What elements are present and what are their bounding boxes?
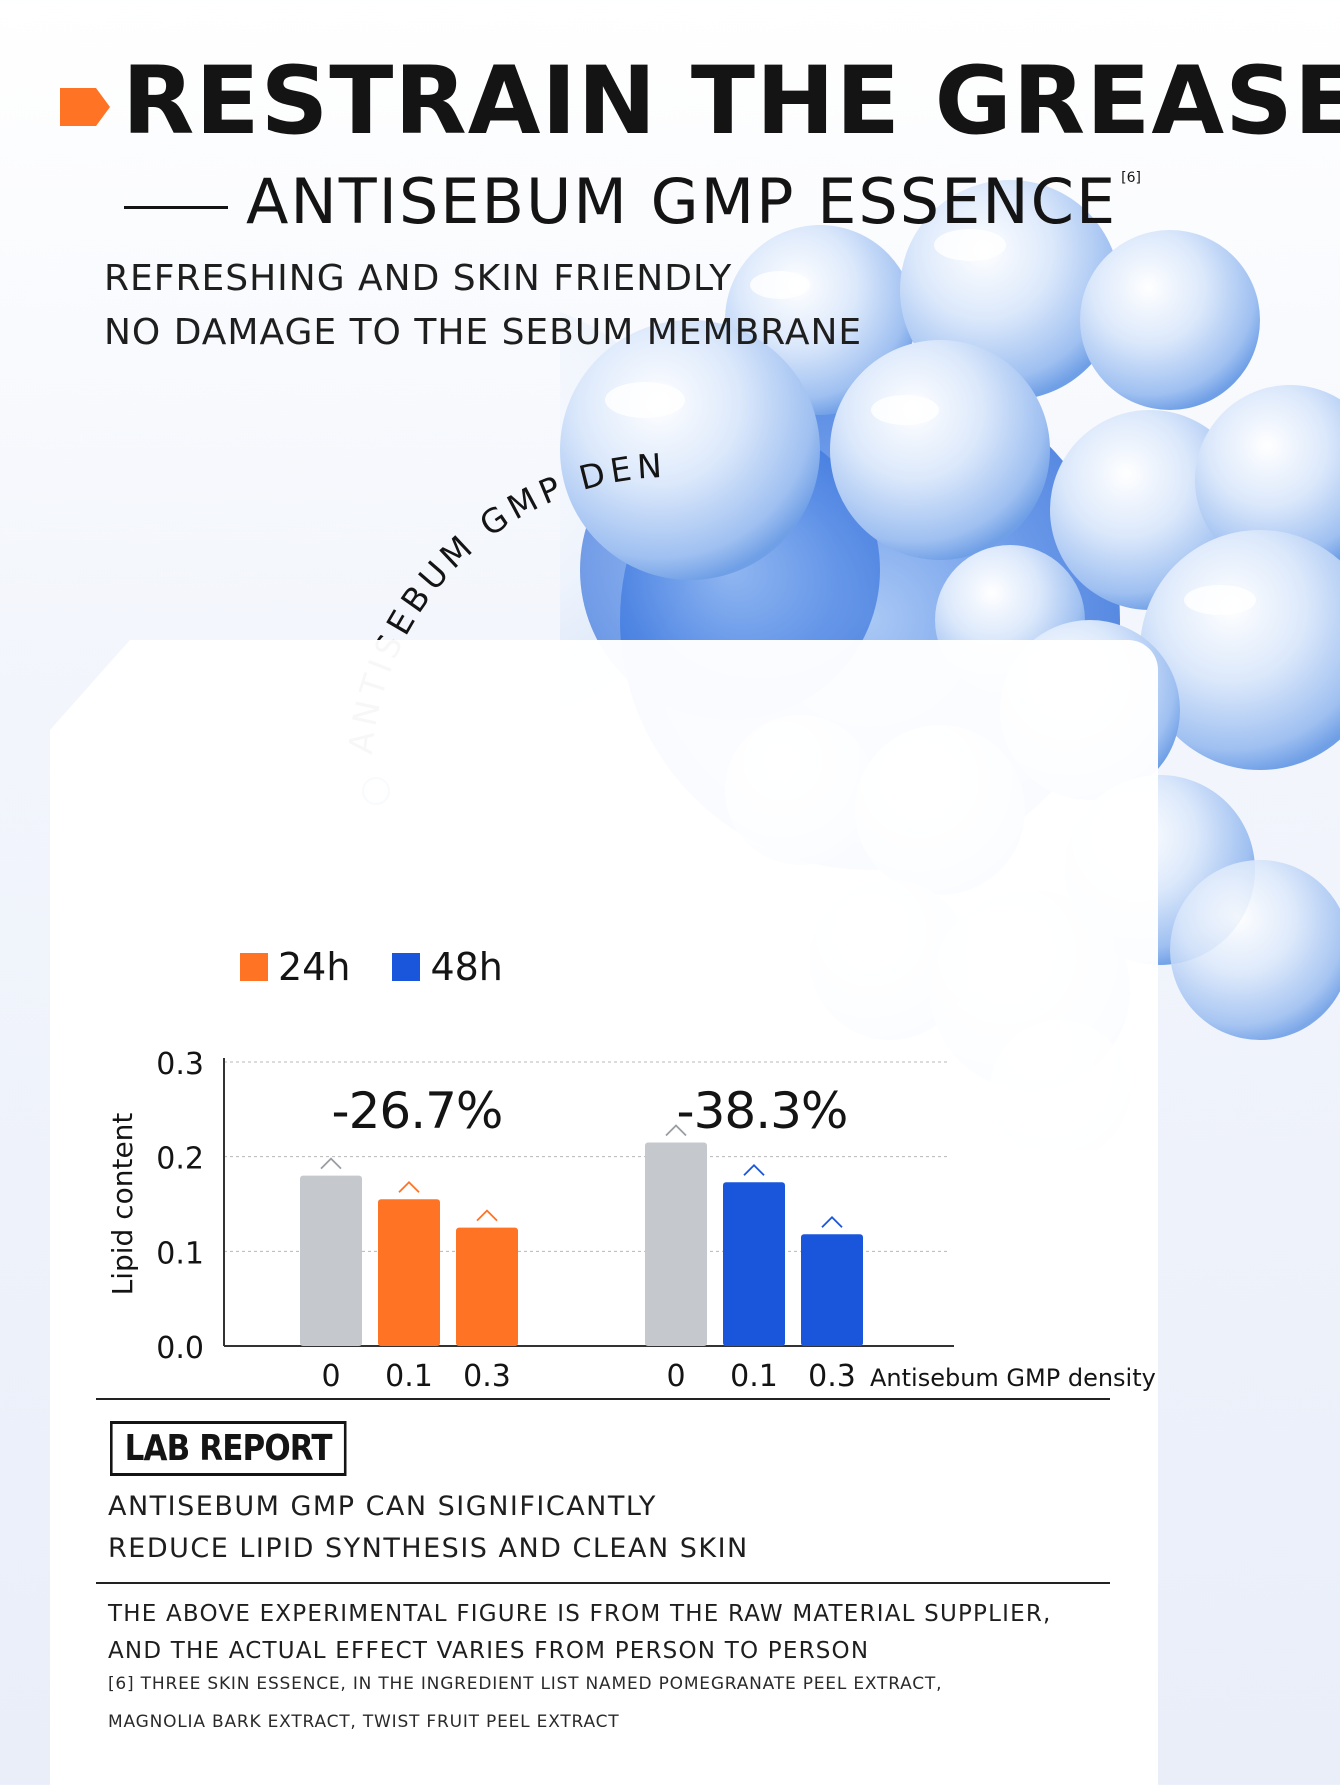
disclaimer-line-2: AND THE ACTUAL EFFECT VARIES FROM PERSON… xyxy=(108,1638,870,1664)
legend-swatch-48h xyxy=(392,953,421,981)
lipid-bar-chart: 0.0 0.1 0.2 0.3 Lipid content 0 0.1 0.3 -26.7% 0 0… xyxy=(106,1047,1156,1394)
x-tick-label: 0.1 xyxy=(730,1359,778,1394)
y-tick-label: 0.0 xyxy=(156,1331,204,1366)
legend-item-48h: 48h xyxy=(392,945,503,989)
bar xyxy=(723,1182,785,1346)
x-axis-label: Antisebum GMP density xyxy=(870,1364,1156,1392)
x-tick-label: 0.3 xyxy=(463,1359,511,1394)
orange-arrow-tag-icon xyxy=(60,88,110,126)
y-tick-label: 0.2 xyxy=(156,1142,204,1177)
page-title: RESTRAIN THE GREASE xyxy=(122,47,1340,156)
bar xyxy=(300,1175,362,1346)
subtitle-dash xyxy=(124,206,228,209)
bar-marker xyxy=(821,1216,843,1228)
divider-bottom xyxy=(96,1582,1110,1584)
reduction-annotation: -38.3% xyxy=(677,1082,848,1140)
bar xyxy=(456,1227,518,1346)
subtitle-text: ANTISEBUM GMP ESSENCE xyxy=(246,165,1118,238)
y-axis-label: Lipid content xyxy=(106,1113,139,1296)
legend-label-48h: 48h xyxy=(430,945,503,989)
x-tick-label: 0 xyxy=(321,1359,340,1394)
chart-legend: 24h 48h xyxy=(240,945,545,989)
tagline-2: NO DAMAGE TO THE SEBUM MEMBRANE xyxy=(104,312,863,353)
bar-marker xyxy=(743,1163,765,1176)
footnote-ref: [6] xyxy=(1121,170,1141,186)
y-tick-label: 0.3 xyxy=(156,1047,204,1082)
bar-marker xyxy=(665,1124,687,1137)
footnote-line-2: MAGNOLIA BARK EXTRACT, TWIST FRUIT PEEL … xyxy=(108,1712,620,1732)
reduction-annotation: -26.7% xyxy=(332,1082,503,1140)
disclaimer-line-1: THE ABOVE EXPERIMENTAL FIGURE IS FROM TH… xyxy=(108,1601,1052,1627)
x-tick-label: 0 xyxy=(666,1359,685,1394)
bar xyxy=(801,1234,863,1346)
footnote-line-1: [6] THREE SKIN ESSENCE, IN THE INGREDIEN… xyxy=(108,1674,943,1694)
bar xyxy=(645,1142,707,1346)
bar-marker xyxy=(476,1209,498,1222)
y-tick-label: 0.1 xyxy=(156,1236,204,1271)
x-tick-label: 0.1 xyxy=(385,1359,433,1394)
bar-marker xyxy=(398,1180,420,1193)
lab-report-heading: LAB REPORT xyxy=(110,1421,347,1476)
legend-item-24h: 24h xyxy=(240,945,350,989)
chart-panel xyxy=(50,640,1158,1785)
bar xyxy=(378,1199,440,1346)
subtitle: ANTISEBUM GMP ESSENCE [6] xyxy=(246,166,1141,237)
divider-top xyxy=(96,1398,1110,1400)
legend-label-24h: 24h xyxy=(278,945,351,989)
report-line-2: REDUCE LIPID SYNTHESIS AND CLEAN SKIN xyxy=(108,1533,749,1564)
bar-marker xyxy=(320,1157,342,1170)
tagline-1: REFRESHING AND SKIN FRIENDLY xyxy=(104,258,733,299)
legend-swatch-24h xyxy=(240,953,268,981)
report-line-1: ANTISEBUM GMP CAN SIGNIFICANTLY xyxy=(108,1491,657,1522)
x-tick-label: 0.3 xyxy=(808,1359,856,1394)
